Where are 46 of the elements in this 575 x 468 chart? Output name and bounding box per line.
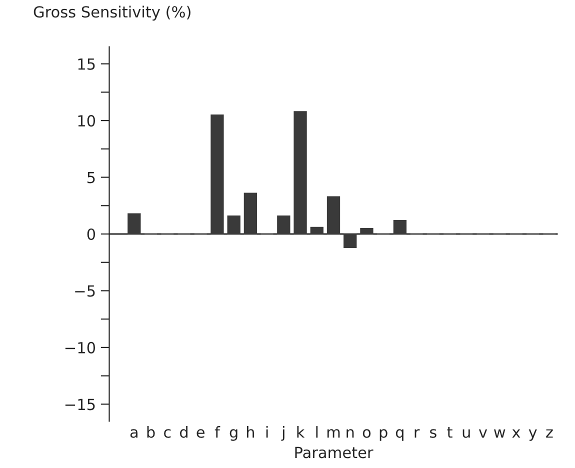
x-tick-label: e (196, 429, 204, 438)
x-tick-label: v (478, 429, 488, 438)
y-tick-label: −15 (65, 398, 95, 410)
x-tick-label: s (430, 429, 436, 438)
x-tick-label: w (494, 429, 506, 438)
bar (310, 226, 324, 234)
x-tick-label: n (346, 429, 354, 438)
x-tick-label: t (447, 426, 452, 438)
bar (393, 220, 407, 234)
x-tick-label: m (327, 429, 340, 438)
x-tick-label: b (147, 426, 155, 438)
bar (326, 196, 340, 234)
x-tick-label: i (266, 426, 268, 438)
y-tick-label: 10 (78, 115, 96, 127)
x-tick-label: l (316, 426, 318, 438)
bar (210, 114, 224, 234)
x-tick-label: a (130, 429, 138, 438)
bar (128, 213, 141, 234)
y-tick-label: −10 (65, 342, 96, 354)
bar (360, 228, 374, 234)
x-tick-label: z (546, 429, 553, 438)
y-tick-label: 0 (87, 228, 96, 240)
bar (244, 192, 258, 234)
x-tick-label: o (362, 429, 371, 438)
bar (344, 234, 357, 248)
x-tick-label: u (462, 429, 470, 438)
x-tick-label: y (528, 429, 537, 441)
x-tick-label: k (297, 426, 305, 438)
x-axis-title: Parameter (295, 446, 374, 458)
x-tick-label: q (396, 429, 404, 441)
y-axis-title: Gross Sensitivity (%) (34, 6, 190, 21)
x-tick-label: g (230, 429, 238, 441)
y-tick-label: −5 (75, 285, 95, 297)
y-tick-label: 15 (78, 58, 95, 70)
bar (227, 215, 240, 234)
x-tick-label: r (414, 429, 420, 438)
x-tick-label: x (512, 429, 520, 438)
x-tick-label: p (380, 429, 388, 441)
x-tick-label: j (281, 426, 284, 441)
x-tick-label: d (180, 426, 188, 438)
bar (294, 111, 307, 234)
bar (277, 215, 290, 234)
x-tick-label: f (214, 426, 220, 438)
y-tick-label: 5 (88, 172, 95, 184)
x-tick-label: h (246, 426, 254, 438)
x-tick-label: c (164, 429, 171, 438)
